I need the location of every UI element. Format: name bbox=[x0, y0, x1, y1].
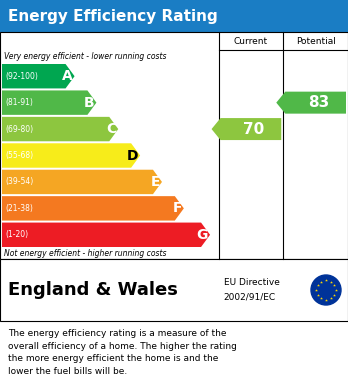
Text: C: C bbox=[106, 122, 116, 136]
Polygon shape bbox=[2, 117, 118, 141]
Text: (69-80): (69-80) bbox=[5, 125, 33, 134]
Text: F: F bbox=[172, 201, 182, 215]
Bar bbox=[0, 32, 348, 259]
Text: (92-100): (92-100) bbox=[5, 72, 38, 81]
Text: G: G bbox=[197, 228, 208, 242]
Text: Current: Current bbox=[234, 36, 268, 45]
Polygon shape bbox=[2, 222, 210, 247]
Text: (39-54): (39-54) bbox=[5, 178, 33, 187]
Text: (1-20): (1-20) bbox=[5, 230, 28, 239]
Text: Not energy efficient - higher running costs: Not energy efficient - higher running co… bbox=[4, 249, 166, 258]
Text: E: E bbox=[150, 175, 160, 189]
Polygon shape bbox=[2, 143, 140, 168]
Polygon shape bbox=[2, 196, 184, 221]
Text: (81-91): (81-91) bbox=[5, 98, 33, 107]
Text: 2002/91/EC: 2002/91/EC bbox=[223, 293, 276, 302]
Text: Potential: Potential bbox=[296, 36, 335, 45]
Text: D: D bbox=[127, 149, 138, 163]
Text: (21-38): (21-38) bbox=[5, 204, 33, 213]
Circle shape bbox=[311, 275, 341, 305]
Text: Very energy efficient - lower running costs: Very energy efficient - lower running co… bbox=[4, 52, 166, 61]
Polygon shape bbox=[2, 64, 74, 88]
Text: (55-68): (55-68) bbox=[5, 151, 33, 160]
Bar bbox=[0, 0, 348, 32]
Text: England & Wales: England & Wales bbox=[8, 281, 178, 299]
Text: EU Directive: EU Directive bbox=[223, 278, 279, 287]
Text: B: B bbox=[84, 96, 94, 109]
Polygon shape bbox=[276, 91, 346, 114]
Text: A: A bbox=[62, 69, 73, 83]
Text: The energy efficiency rating is a measure of the
overall efficiency of a home. T: The energy efficiency rating is a measur… bbox=[8, 329, 237, 376]
Polygon shape bbox=[2, 170, 162, 194]
Text: Energy Efficiency Rating: Energy Efficiency Rating bbox=[8, 9, 218, 23]
Text: 70: 70 bbox=[243, 122, 264, 136]
Polygon shape bbox=[212, 118, 281, 140]
Bar bbox=[0, 259, 348, 321]
Polygon shape bbox=[2, 90, 96, 115]
Text: 83: 83 bbox=[308, 95, 329, 110]
